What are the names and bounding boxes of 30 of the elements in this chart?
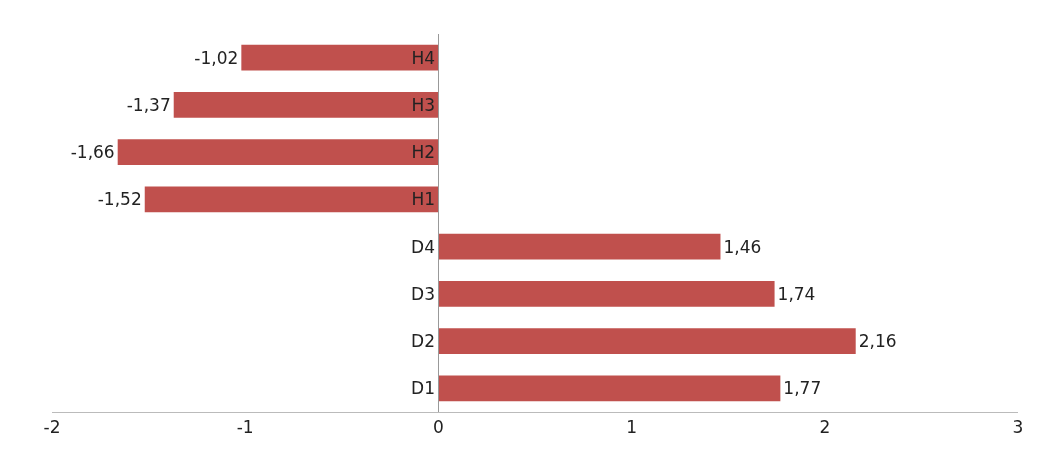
x-tick-label: -1: [236, 417, 254, 438]
data-label: -1,52: [97, 189, 142, 210]
data-label: -1,37: [126, 94, 171, 115]
x-tick-label: 3: [1012, 417, 1024, 438]
data-label: -1,66: [70, 142, 115, 163]
y-tick-label: H2: [411, 142, 435, 163]
data-label: -1,02: [194, 47, 239, 68]
data-label: 2,16: [858, 331, 897, 352]
bar: [144, 186, 439, 213]
y-tick-label: D1: [411, 378, 435, 399]
y-tick-label: H3: [411, 94, 435, 115]
data-label: 1,77: [783, 378, 822, 399]
y-tick-label: D2: [411, 331, 435, 352]
y-tick-label: D4: [411, 236, 435, 257]
data-label: 1,74: [777, 283, 816, 304]
data-label: 1,46: [723, 236, 762, 257]
bar: [438, 233, 721, 260]
y-tick-label: H1: [411, 189, 435, 210]
bar: [241, 44, 439, 71]
x-tick-label: 1: [626, 417, 638, 438]
bar: [438, 280, 775, 307]
bar: [173, 91, 439, 118]
x-tick-label: 0: [432, 417, 444, 438]
x-tick-label: -2: [43, 417, 61, 438]
y-tick-label: D3: [411, 283, 435, 304]
x-tick-label: 2: [819, 417, 831, 438]
y-tick-label: H4: [411, 47, 435, 68]
bar: [117, 139, 439, 166]
bar: [438, 328, 856, 355]
bar: [438, 375, 781, 402]
